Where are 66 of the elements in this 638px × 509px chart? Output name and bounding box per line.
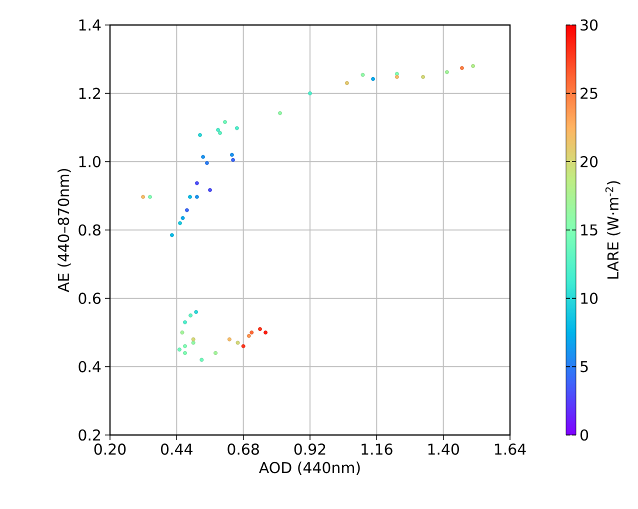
point — [371, 76, 376, 81]
point — [236, 340, 240, 345]
point — [230, 152, 234, 157]
point — [183, 344, 187, 348]
x-tick-label: 0.92 — [294, 444, 326, 455]
point — [183, 351, 187, 355]
x-tick-label: 0.44 — [161, 444, 192, 455]
x-tick-label: 1.16 — [362, 444, 392, 455]
point — [216, 128, 220, 132]
color-bar-label: 5 — [580, 361, 588, 372]
point — [471, 64, 476, 68]
point — [194, 310, 198, 314]
point — [460, 66, 464, 70]
x-tick-label: 1.64 — [495, 444, 526, 455]
x-tick-label: 0.20 — [94, 444, 126, 455]
point — [246, 334, 251, 338]
point — [394, 74, 399, 79]
y-tick-label: 1.4 — [79, 20, 101, 30]
x-axis-title: AOD (440nm) — [259, 462, 360, 475]
point — [191, 340, 196, 345]
point — [188, 194, 192, 199]
y-tick-label: 0.4 — [78, 361, 101, 372]
point — [231, 158, 236, 162]
color-bar-label: 25 — [580, 88, 598, 99]
color-bar-label: 20 — [580, 156, 598, 168]
point — [278, 111, 282, 116]
point — [200, 358, 204, 362]
point — [344, 81, 349, 86]
color-bar-label: 10 — [581, 292, 598, 304]
y-tick-label: 0.2 — [78, 429, 100, 441]
point — [234, 126, 239, 130]
point — [194, 194, 199, 199]
point — [214, 351, 218, 355]
y-tick-label: 1.2 — [79, 88, 100, 99]
point — [180, 330, 184, 334]
point — [178, 221, 182, 226]
point — [177, 348, 182, 352]
point — [250, 330, 254, 334]
point — [188, 313, 193, 318]
point — [258, 327, 262, 332]
y-axis-title: AE (440–870nm) — [58, 169, 71, 292]
y-tick-label: 1.0 — [79, 156, 100, 168]
point — [264, 330, 268, 334]
point — [218, 130, 222, 135]
color-bar-label: 0 — [580, 429, 588, 441]
point — [180, 216, 185, 220]
y-tick-label: 0.6 — [78, 292, 101, 304]
point — [184, 208, 189, 212]
x-tick-label: 0.68 — [228, 444, 259, 455]
point — [308, 91, 312, 96]
point — [227, 337, 232, 342]
point — [170, 233, 174, 238]
y-tick-label: 0.8 — [78, 224, 100, 236]
point — [204, 161, 209, 166]
point — [194, 181, 199, 186]
point — [241, 344, 246, 348]
point — [360, 72, 365, 77]
point — [141, 194, 146, 199]
point — [198, 133, 202, 138]
point — [201, 154, 206, 159]
point — [191, 337, 196, 342]
point — [208, 188, 212, 192]
color-bar-title: LARE (W·m$^{-2}$) — [605, 181, 620, 279]
color-bar-label: 30 — [580, 19, 598, 31]
x-tick-label: 1.40 — [428, 444, 459, 455]
color-bar-label: 15 — [581, 224, 598, 236]
